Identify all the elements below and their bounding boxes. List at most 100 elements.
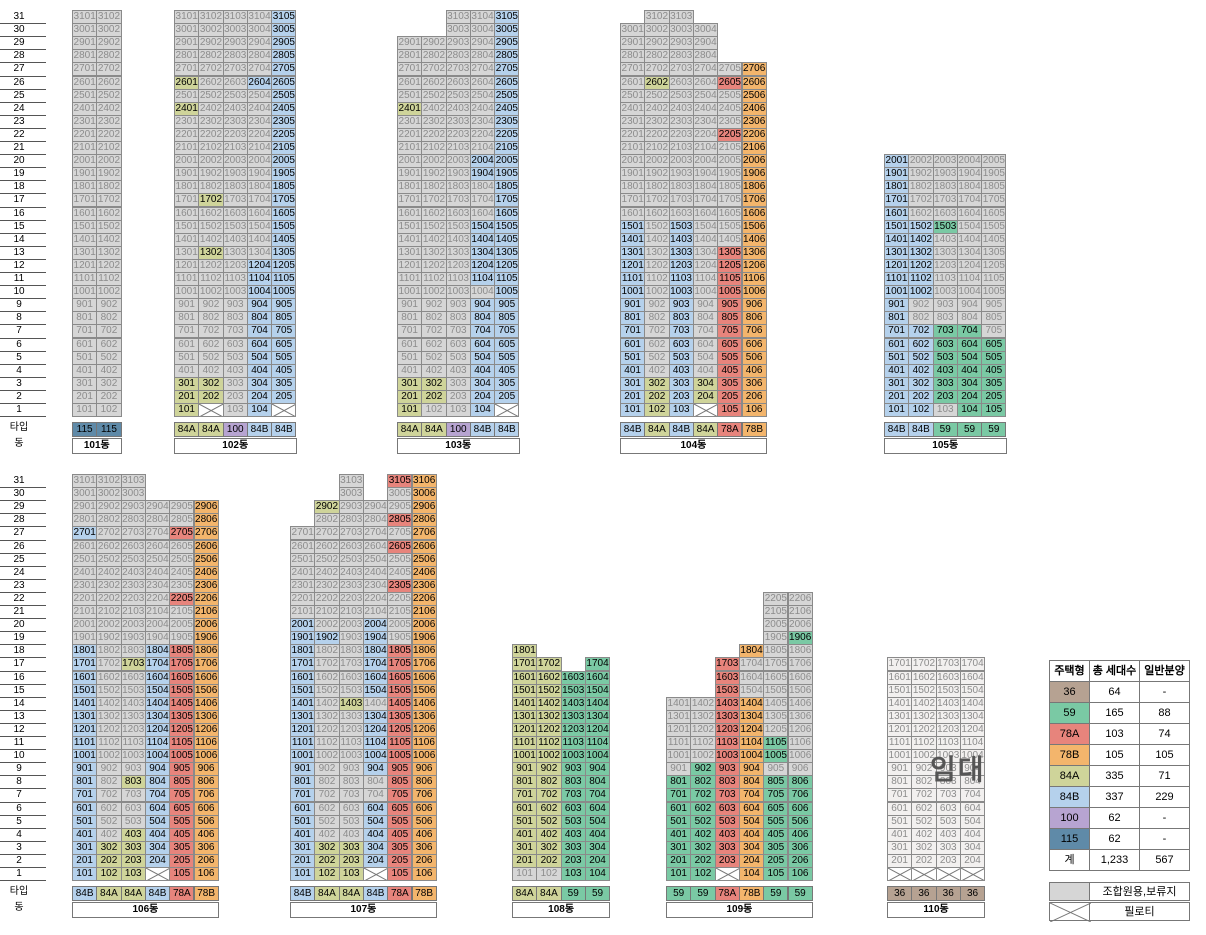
unit-cell: 702 xyxy=(96,324,122,339)
unit-cell: 801 xyxy=(884,311,910,326)
unit-cell: 503 xyxy=(445,350,471,365)
type-cell: 59 xyxy=(787,886,813,902)
unit-cell: 803 xyxy=(338,775,364,790)
unit-cell: 202 xyxy=(908,389,934,404)
unit-cell: 3104 xyxy=(246,10,273,25)
unit-cell: 1603 xyxy=(935,670,961,685)
unit-cell: 1605 xyxy=(763,670,789,685)
unit-cell: 1302 xyxy=(314,709,340,724)
unit-cell: 704 xyxy=(959,788,986,803)
unit-cell: 701 xyxy=(884,324,910,339)
unit-cell: 901 xyxy=(884,298,910,313)
unit-cell: 1701 xyxy=(887,657,913,672)
legend-cell: 88 xyxy=(1139,702,1190,724)
unit-cell: 902 xyxy=(536,762,562,777)
unit-cell: 301 xyxy=(72,376,98,391)
unit-cell: 902 xyxy=(198,298,224,313)
unit-cell: 1404 xyxy=(959,696,986,711)
unit-cell: 1002 xyxy=(536,749,562,764)
unit-cell: 1504 xyxy=(469,219,496,234)
floor-label: 2 xyxy=(16,390,22,402)
floor-divider xyxy=(0,605,46,606)
unit-cell: 2201 xyxy=(290,591,316,606)
unit-cell: 2104 xyxy=(246,141,273,156)
floor-divider xyxy=(0,762,46,764)
unit-cell: 1104 xyxy=(584,736,611,751)
unit-cell: 2801 xyxy=(397,49,423,64)
unit-cell: 2801 xyxy=(72,49,98,64)
unit-cell: 804 xyxy=(144,775,171,790)
unit-cell: 1905 xyxy=(169,631,195,646)
unit-cell: 904 xyxy=(362,762,389,777)
unit-cell: 1105 xyxy=(494,272,520,287)
unit-cell: 302 xyxy=(911,840,937,855)
unit-cell: 1202 xyxy=(96,722,122,737)
floor-label: 19 xyxy=(13,632,25,644)
unit-cell: 104 xyxy=(246,403,273,418)
unit-cell: 3002 xyxy=(198,23,224,38)
unit-cell: 1704 xyxy=(956,193,983,208)
unit-cell: 2501 xyxy=(72,552,98,567)
unit-cell: 503 xyxy=(222,350,248,365)
unit-cell: 203 xyxy=(222,389,248,404)
unit-cell: 1104 xyxy=(469,272,496,287)
unit-cell: 1303 xyxy=(714,709,740,724)
unit-cell: 1302 xyxy=(96,709,122,724)
floor-label: 20 xyxy=(13,619,25,631)
floor-label: 8 xyxy=(16,776,22,788)
unit-cell: 1203 xyxy=(560,722,586,737)
unit-cell: 1302 xyxy=(96,245,122,260)
unit-cell: 301 xyxy=(174,376,200,391)
unit-cell: 401 xyxy=(72,363,98,378)
type-cell: 59 xyxy=(584,886,611,902)
type-cell: 84B xyxy=(72,886,98,902)
unit-cell: 1701 xyxy=(512,657,538,672)
unit-cell: 802 xyxy=(96,775,122,790)
unit-cell: 2203 xyxy=(668,127,694,142)
unit-cell: 802 xyxy=(198,311,224,326)
floor-label: 28 xyxy=(13,50,25,62)
unit-cell: 1002 xyxy=(908,285,934,300)
unit-cell: 2401 xyxy=(72,101,98,116)
unit-cell: 505 xyxy=(169,814,195,829)
unit-cell: 1901 xyxy=(620,167,646,182)
unit-cell: 1702 xyxy=(314,657,340,672)
unit-cell: 202 xyxy=(421,389,447,404)
unit-cell: 3002 xyxy=(96,23,122,38)
unit-cell: 106 xyxy=(411,867,437,882)
unit-cell: 2603 xyxy=(120,539,146,554)
unit-cell: 205 xyxy=(387,853,413,868)
unit-cell: 1005 xyxy=(717,285,743,300)
unit-cell: 2602 xyxy=(314,539,340,554)
unit-cell: 2604 xyxy=(246,75,273,90)
unit-cell: 1002 xyxy=(314,749,340,764)
unit-cell: 1701 xyxy=(174,193,200,208)
unit-cell: 1604 xyxy=(692,206,719,221)
unit-cell: 603 xyxy=(560,801,586,816)
unit-cell: 806 xyxy=(411,775,437,790)
unit-cell: 1502 xyxy=(421,219,447,234)
unit-cell: 206 xyxy=(193,853,219,868)
unit-cell: 1804 xyxy=(469,180,496,195)
unit-cell: 2701 xyxy=(72,62,98,77)
unit-cell: 1401 xyxy=(290,696,316,711)
unit-cell: 901 xyxy=(620,298,646,313)
unit-cell: 1305 xyxy=(494,245,520,260)
unit-cell: 905 xyxy=(271,298,297,313)
unit-cell: 904 xyxy=(738,762,765,777)
piloti-cell xyxy=(887,867,913,882)
floor-label: 6 xyxy=(16,338,22,350)
legend-cell: 105 xyxy=(1139,744,1190,766)
unit-cell: 1503 xyxy=(560,683,586,698)
unit-cell: 2705 xyxy=(387,526,413,541)
unit-cell: 201 xyxy=(72,389,98,404)
unit-cell: 2402 xyxy=(421,101,447,116)
unit-cell: 1904 xyxy=(469,167,496,182)
unit-cell: 2504 xyxy=(246,88,273,103)
unit-cell: 1902 xyxy=(96,631,122,646)
unit-cell: 302 xyxy=(644,376,670,391)
unit-cell: 1101 xyxy=(290,736,316,751)
unit-cell: 1103 xyxy=(445,272,471,287)
unit-cell: 2802 xyxy=(421,49,447,64)
unit-cell: 406 xyxy=(787,827,813,842)
